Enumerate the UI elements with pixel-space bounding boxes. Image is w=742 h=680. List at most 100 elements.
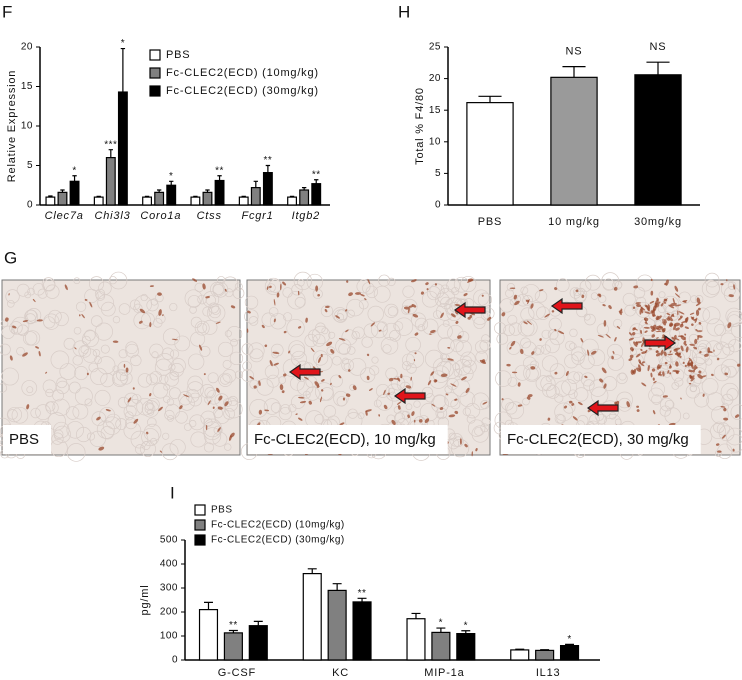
y-tick-label: 0 (27, 200, 33, 211)
cell (390, 376, 406, 391)
stain (581, 294, 585, 299)
cell (37, 288, 48, 299)
cell (687, 373, 702, 388)
stain (666, 317, 671, 321)
stain (509, 346, 512, 350)
stain (205, 424, 208, 431)
stain (425, 282, 429, 286)
stain (216, 387, 220, 393)
stain (32, 298, 36, 303)
cell (473, 316, 486, 329)
cell (52, 389, 65, 402)
x-tick-label: Coro1a (140, 210, 181, 222)
error-bar (120, 47, 126, 93)
cell (264, 277, 282, 295)
stain (298, 326, 302, 329)
cell (330, 374, 343, 388)
stain (640, 348, 643, 352)
cell (373, 399, 382, 408)
stain (628, 337, 634, 341)
stain (682, 300, 688, 302)
cell (263, 398, 281, 415)
stain (655, 299, 659, 306)
cell (401, 304, 411, 315)
stain (571, 403, 575, 406)
cell (451, 287, 460, 296)
bar (431, 631, 451, 661)
cell (406, 350, 425, 369)
cell (320, 387, 335, 401)
stain (675, 361, 679, 367)
error-bar (205, 189, 210, 193)
cell (189, 419, 197, 428)
stain (273, 298, 276, 306)
stain (520, 348, 524, 355)
cell (544, 338, 560, 354)
cell (54, 311, 69, 327)
stain (584, 375, 588, 379)
bar (327, 589, 347, 661)
cell (108, 276, 117, 285)
stain (689, 374, 693, 379)
cell (348, 357, 367, 376)
stain (674, 293, 681, 298)
stain (157, 292, 162, 296)
stain (707, 347, 711, 354)
stain (644, 321, 648, 325)
cell (73, 326, 82, 335)
stain (420, 291, 425, 295)
cell (584, 313, 596, 326)
cell (100, 344, 110, 354)
stain (701, 375, 707, 378)
stain (179, 405, 183, 410)
legend-label: PBS (211, 505, 233, 516)
cell (169, 363, 184, 378)
bar (299, 189, 310, 206)
stain (660, 349, 664, 356)
cell (27, 287, 35, 296)
cell (574, 387, 589, 402)
stain (198, 344, 203, 351)
stain (527, 394, 533, 398)
stain (587, 349, 590, 356)
cell (449, 433, 464, 447)
cell (714, 450, 722, 457)
error-bar (108, 149, 113, 158)
cell (21, 380, 38, 396)
stain (580, 338, 584, 343)
stain (699, 351, 702, 354)
cell (249, 399, 268, 418)
stain (674, 304, 682, 307)
y-tick-label: 25 (429, 42, 441, 53)
stain (663, 301, 667, 304)
bar (238, 196, 249, 206)
stain (431, 403, 436, 407)
cell (546, 385, 560, 399)
cell (656, 363, 669, 376)
cell (297, 279, 305, 287)
stain (544, 313, 551, 318)
cell (11, 406, 29, 424)
stain (146, 431, 149, 435)
cell (16, 283, 30, 297)
cell (685, 384, 701, 399)
y-tick-label: 200 (160, 607, 178, 618)
panel-letter: H (398, 2, 410, 21)
cell (140, 293, 148, 302)
error-bar (241, 195, 246, 198)
cell (695, 307, 711, 322)
image-label: Fc-CLEC2(ECD), 30 mg/kg (507, 431, 689, 448)
cell (474, 340, 489, 354)
significance: * (439, 618, 443, 629)
cell (270, 343, 284, 357)
cell (547, 329, 559, 340)
cell (727, 281, 737, 290)
cell (448, 432, 457, 441)
cell (607, 354, 625, 371)
stain (414, 352, 417, 355)
cell (112, 371, 128, 387)
cell (505, 289, 514, 298)
cell (573, 288, 582, 297)
arrow (453, 301, 486, 319)
